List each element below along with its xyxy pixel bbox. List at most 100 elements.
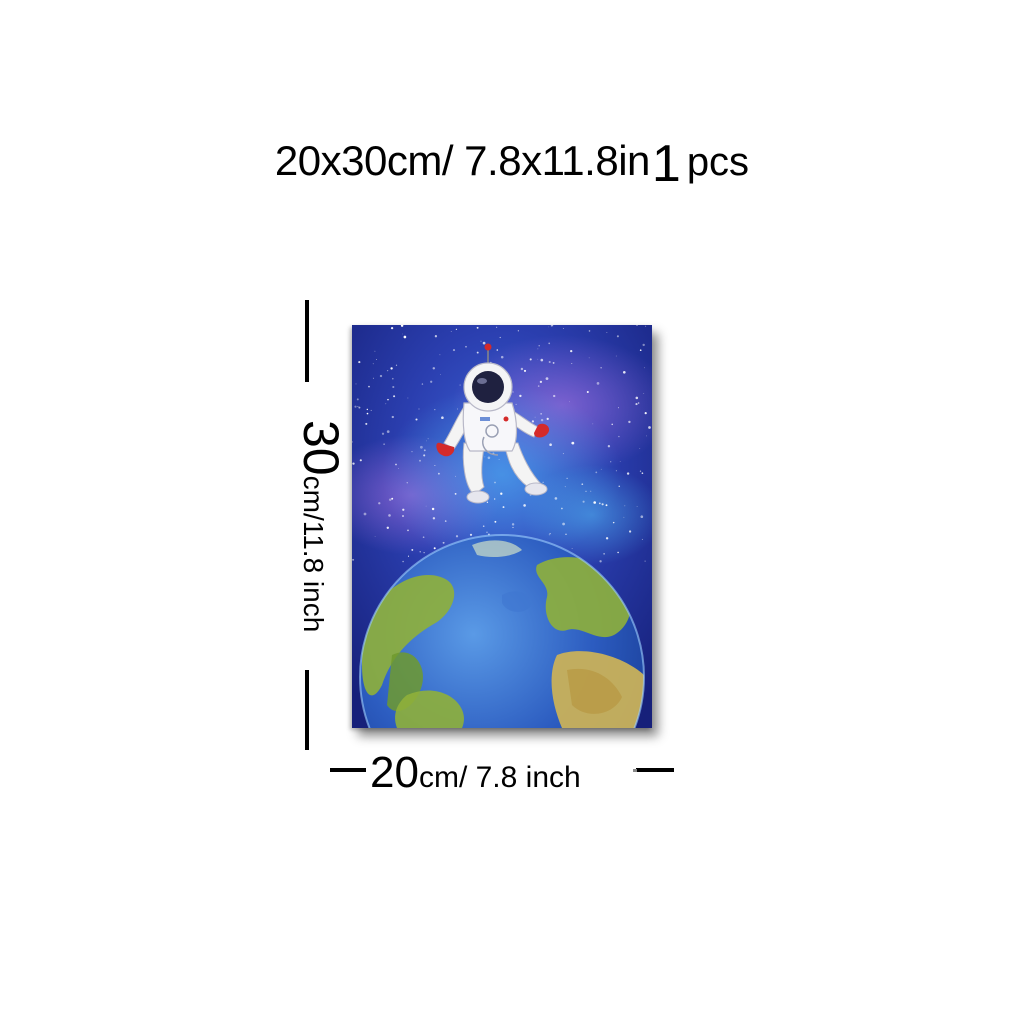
star bbox=[607, 445, 611, 448]
star bbox=[433, 547, 436, 550]
star bbox=[357, 406, 359, 408]
star bbox=[598, 502, 601, 505]
star bbox=[637, 402, 640, 404]
width-unit-cm: cm/ bbox=[418, 761, 468, 794]
star bbox=[376, 359, 377, 360]
star bbox=[590, 490, 592, 492]
star bbox=[588, 357, 590, 359]
star bbox=[388, 514, 391, 517]
width-value: 20 bbox=[370, 748, 419, 797]
star bbox=[601, 503, 604, 506]
star bbox=[523, 369, 527, 372]
star bbox=[368, 385, 370, 388]
quantity-number: 1 bbox=[651, 135, 681, 193]
size-quantity-header: 20x30cm/ 7.8x11.8in1 pcs bbox=[0, 138, 1024, 190]
star bbox=[622, 370, 626, 374]
star bbox=[554, 497, 558, 500]
star bbox=[520, 367, 524, 371]
star bbox=[400, 325, 404, 327]
star bbox=[562, 453, 564, 455]
star bbox=[519, 394, 522, 398]
star bbox=[515, 403, 517, 405]
star bbox=[494, 520, 497, 523]
star bbox=[603, 553, 605, 555]
star bbox=[494, 498, 496, 500]
star bbox=[635, 403, 638, 406]
star bbox=[540, 418, 544, 422]
star bbox=[496, 326, 498, 328]
star bbox=[459, 384, 461, 386]
star bbox=[562, 328, 564, 329]
star bbox=[549, 533, 551, 535]
star bbox=[644, 560, 646, 562]
star bbox=[534, 416, 536, 418]
star bbox=[387, 398, 389, 401]
star bbox=[434, 408, 436, 411]
star bbox=[388, 498, 392, 502]
star bbox=[434, 465, 436, 466]
width-unit-inch: 7.8 inch bbox=[467, 761, 581, 794]
star bbox=[366, 412, 369, 415]
star bbox=[529, 358, 532, 361]
star bbox=[595, 471, 598, 474]
star bbox=[588, 330, 591, 332]
star bbox=[372, 363, 374, 365]
star bbox=[610, 461, 612, 463]
star bbox=[546, 417, 549, 421]
star bbox=[550, 325, 553, 327]
star bbox=[537, 348, 539, 350]
star bbox=[611, 423, 613, 426]
star bbox=[452, 349, 456, 352]
star bbox=[352, 462, 355, 465]
star bbox=[599, 560, 602, 563]
width-dimension-line-right bbox=[636, 768, 674, 772]
height-unit: cm/11.8 inch bbox=[298, 475, 329, 633]
star bbox=[420, 445, 423, 449]
star bbox=[442, 541, 445, 544]
star bbox=[486, 531, 488, 534]
star bbox=[411, 548, 414, 551]
star bbox=[548, 360, 551, 364]
star bbox=[395, 463, 397, 466]
star bbox=[628, 420, 631, 424]
star bbox=[386, 430, 390, 433]
star bbox=[639, 448, 641, 449]
star bbox=[542, 481, 544, 483]
star bbox=[407, 529, 409, 532]
star bbox=[365, 422, 368, 425]
star bbox=[511, 523, 515, 526]
star bbox=[616, 335, 619, 338]
star bbox=[487, 456, 491, 460]
star bbox=[593, 501, 597, 504]
star bbox=[635, 396, 639, 400]
star bbox=[640, 515, 644, 519]
star bbox=[393, 395, 396, 398]
star bbox=[561, 507, 563, 510]
star bbox=[500, 492, 503, 495]
star bbox=[643, 367, 645, 369]
star bbox=[423, 552, 425, 554]
star bbox=[612, 521, 615, 524]
star bbox=[422, 536, 425, 539]
star bbox=[359, 459, 362, 462]
star bbox=[531, 420, 535, 423]
star bbox=[402, 333, 403, 335]
star bbox=[619, 461, 621, 462]
star bbox=[502, 506, 505, 509]
width-dimension-line-left bbox=[330, 768, 366, 772]
star bbox=[641, 538, 643, 540]
star bbox=[370, 409, 372, 411]
star bbox=[434, 335, 438, 338]
earth-planet bbox=[359, 534, 645, 728]
star bbox=[540, 413, 542, 415]
astronaut bbox=[436, 343, 550, 504]
star bbox=[450, 331, 452, 332]
star bbox=[391, 497, 394, 500]
height-value: 30 bbox=[293, 420, 349, 476]
star bbox=[606, 332, 608, 333]
star bbox=[432, 367, 436, 370]
star bbox=[600, 367, 602, 369]
star bbox=[648, 426, 651, 429]
star bbox=[571, 441, 575, 445]
star bbox=[406, 482, 408, 484]
